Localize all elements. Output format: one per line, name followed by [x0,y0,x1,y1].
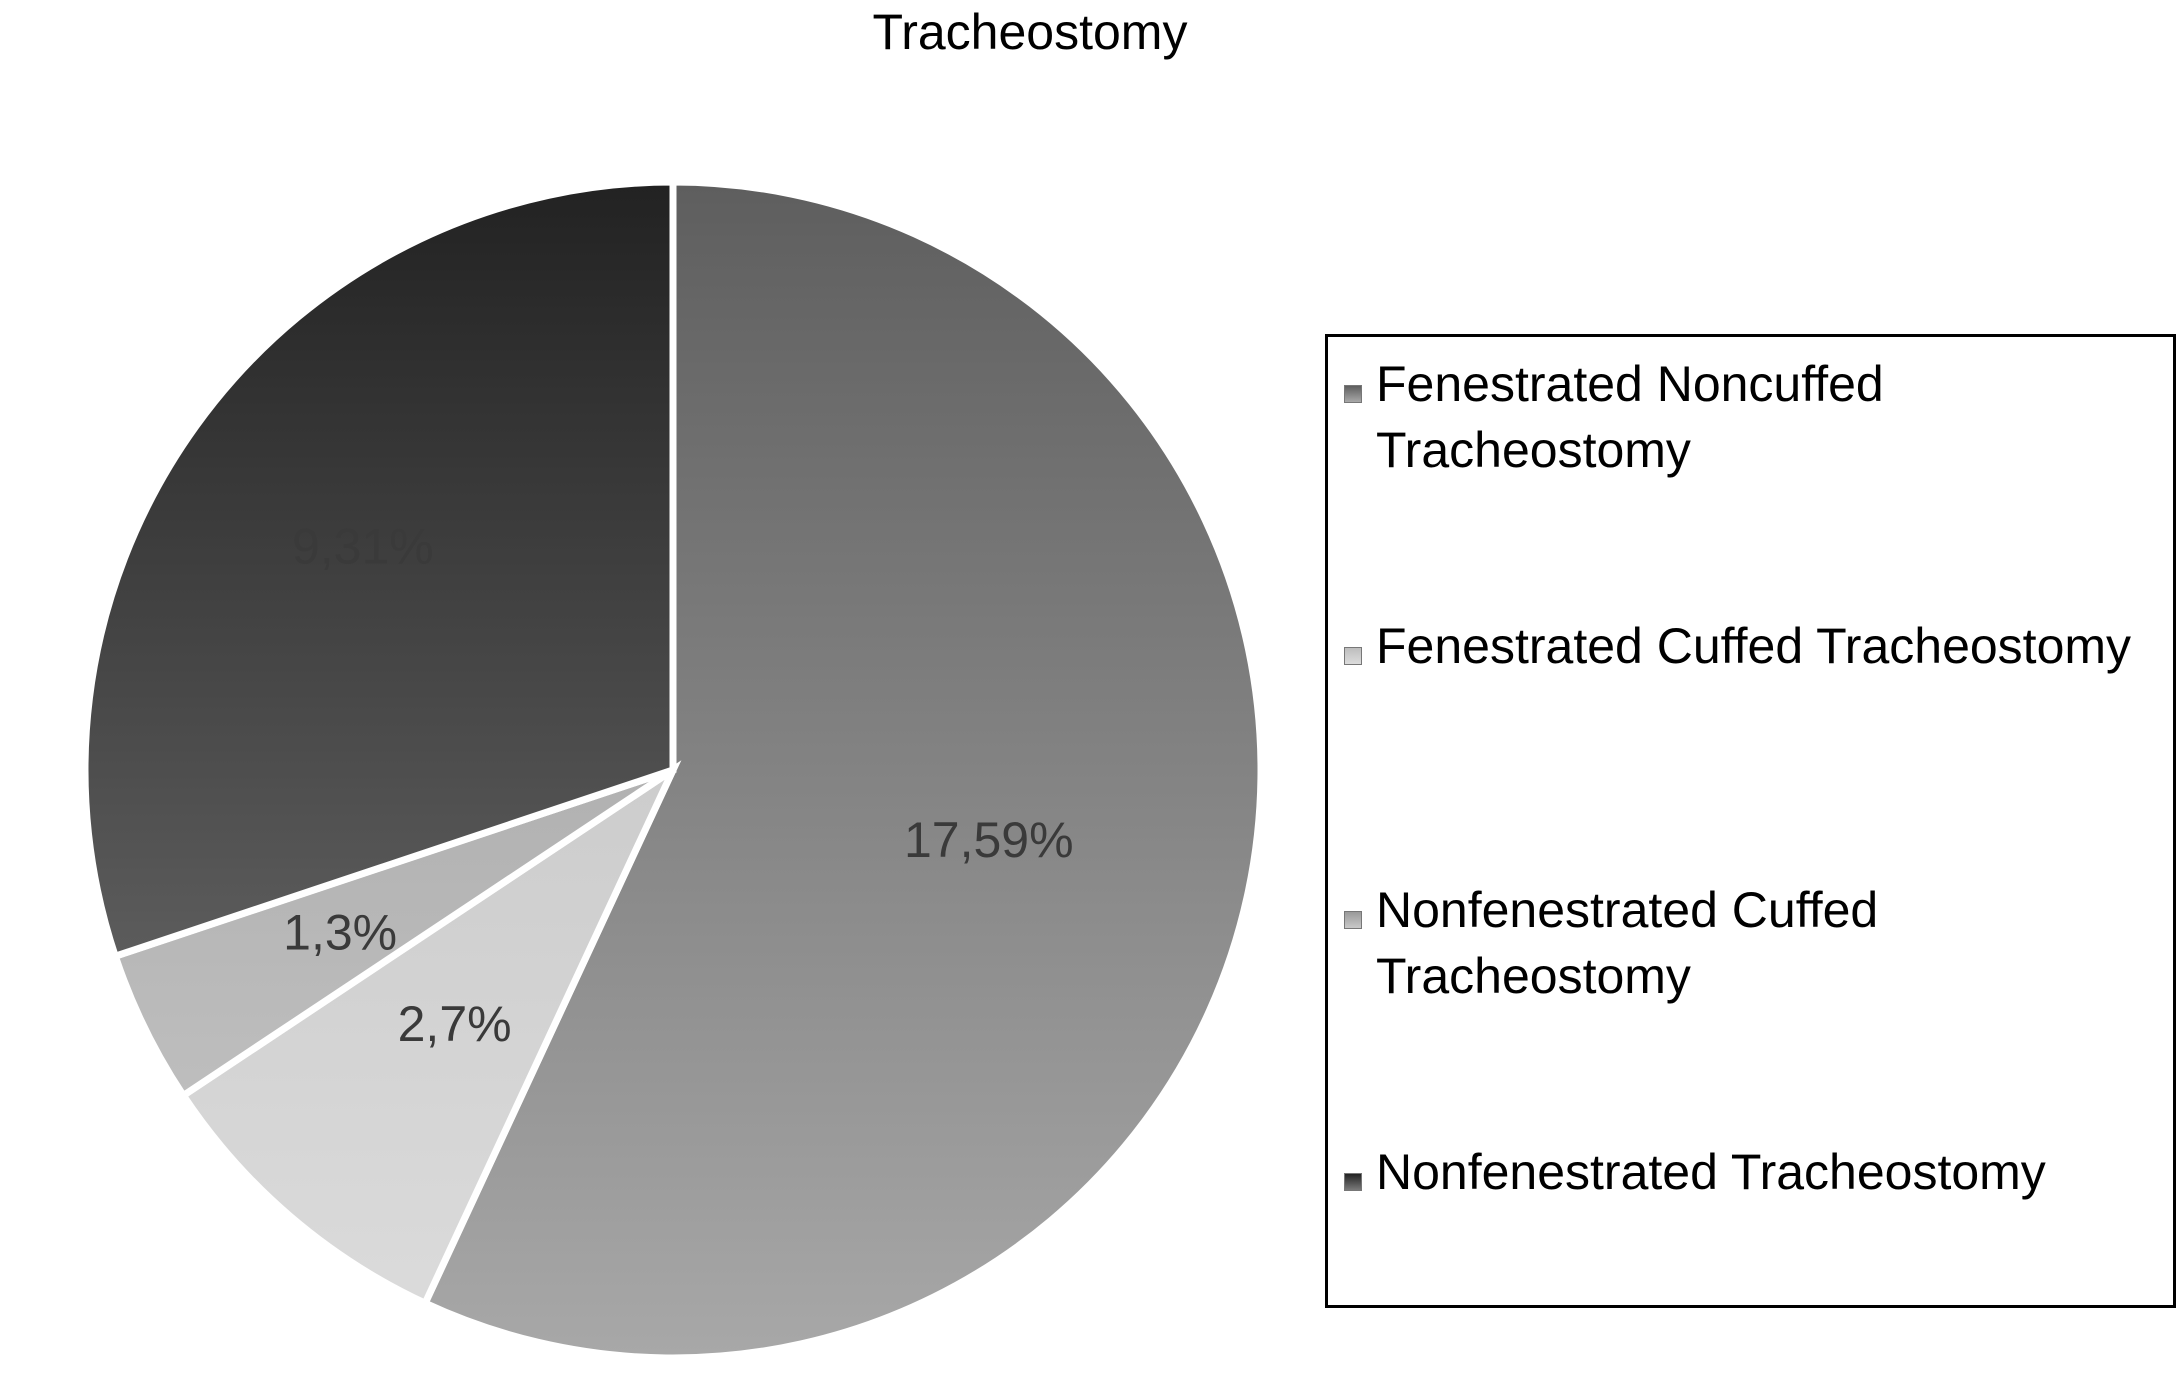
pie-slice-nonfenestrated [81,178,677,961]
legend-swatch-fenestrated-noncuffed [1344,385,1362,403]
data-label-fenestrated-noncuffed: 17,59% [904,812,1074,868]
legend-swatch-fenestrated-cuffed [1344,647,1362,665]
data-label-nonfenestrated-cuffed: 1,3% [283,905,397,961]
legend-label-fenestrated-cuffed: Fenestrated Cuffed Tracheostomy [1376,618,2132,674]
legend-label-nonfenestrated-cuffed: Nonfenestrated Cuffed Tracheostomy [1376,882,1879,1004]
legend-swatch-nonfenestrated-cuffed [1344,911,1362,929]
pie-slice-fenestrated-noncuffed [420,178,1265,1362]
data-label-fenestrated-cuffed: 2,7% [398,996,512,1052]
chart-title: Tracheostomy [872,4,1188,60]
pie-slice-fenestrated-cuffed [178,760,682,1308]
legend: Fenestrated Noncuffed Tracheostomy Fenes… [1325,334,2176,1308]
pie-slices [81,178,1265,1362]
data-label-nonfenestrated: 9,31% [292,519,434,575]
legend-swatch-nonfenestrated [1344,1173,1362,1191]
pie-data-labels: 17,59% 2,7%1,3% 9,31% [283,519,1073,1053]
legend-label-fenestrated-noncuffed: Fenestrated Noncuffed Tracheostomy [1376,356,1884,478]
legend-label-nonfenestrated: Nonfenestrated Tracheostomy [1376,1144,2046,1200]
